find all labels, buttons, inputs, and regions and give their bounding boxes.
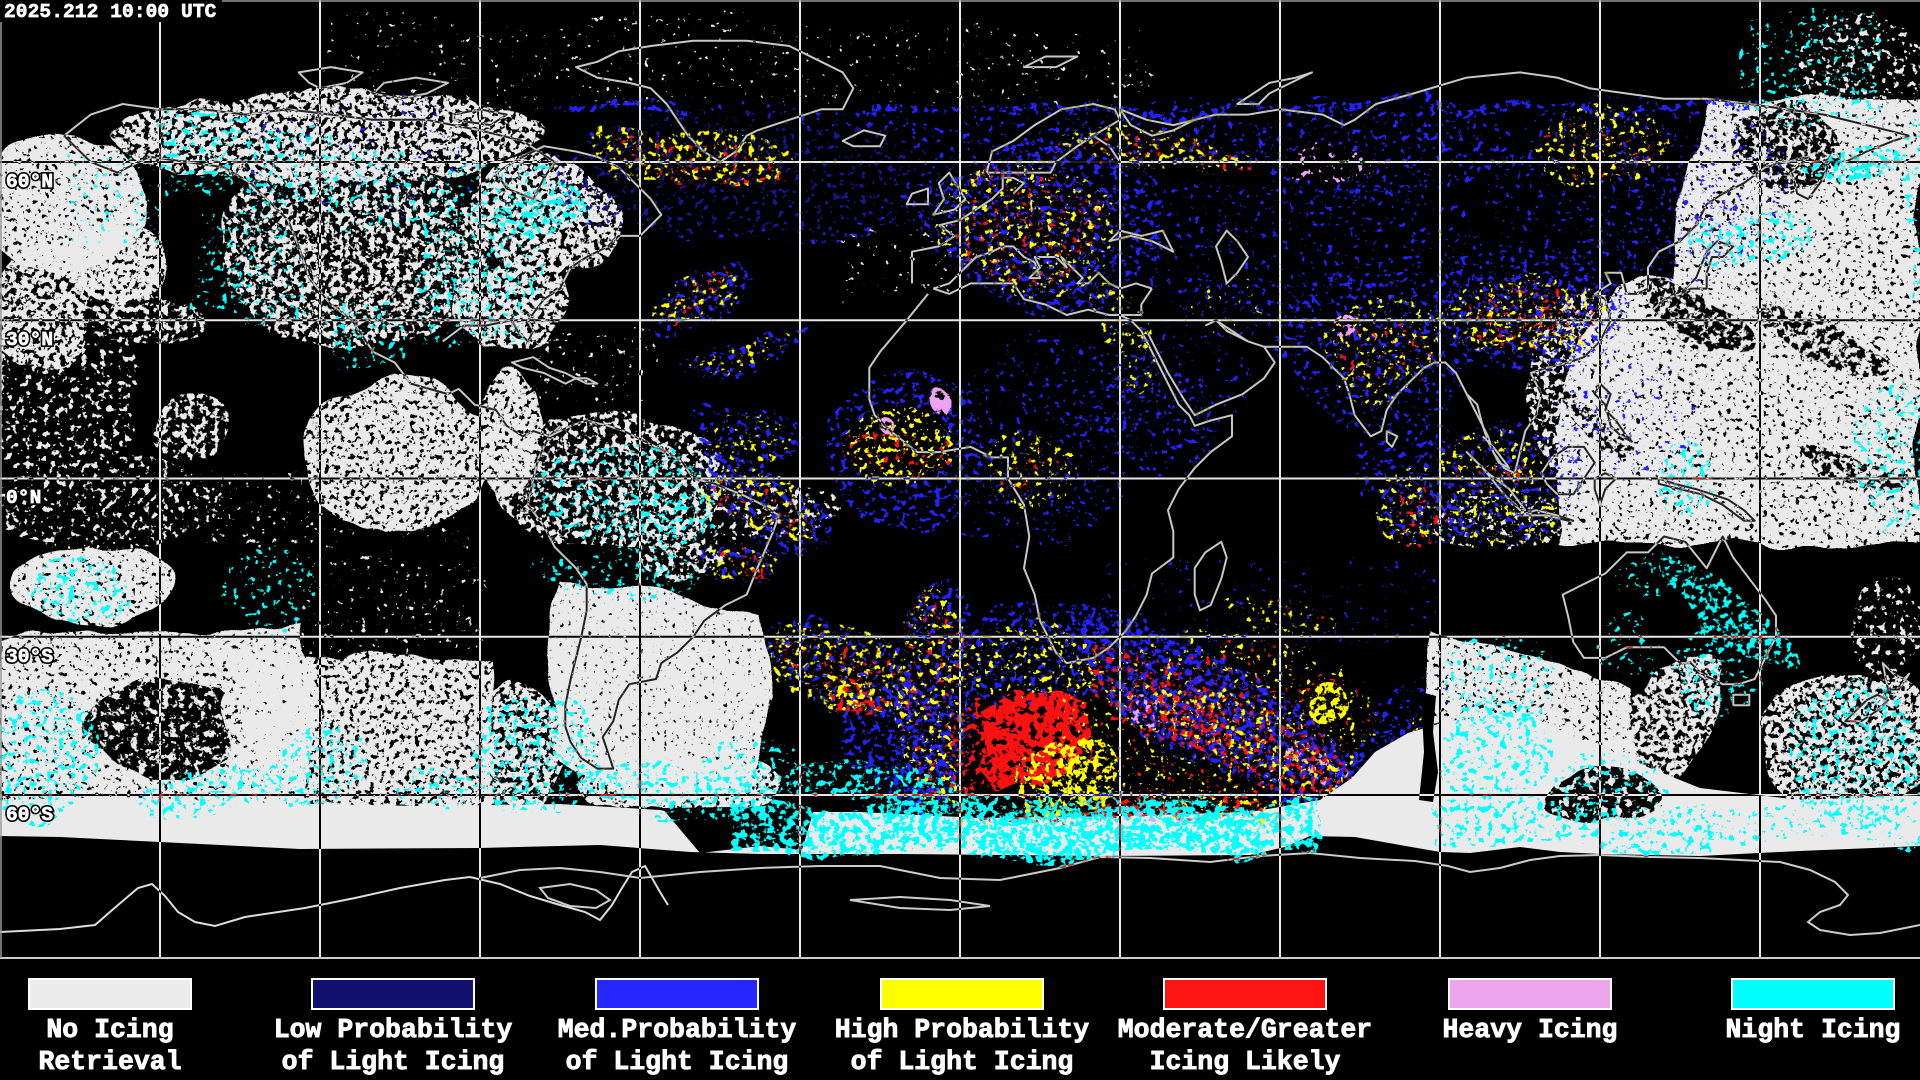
- svg-text:Retrieval: Retrieval: [38, 1047, 181, 1077]
- svg-text:30°N: 30°N: [6, 329, 53, 351]
- svg-text:60°N: 60°N: [6, 171, 53, 193]
- svg-text:Night Icing: Night Icing: [1726, 1015, 1901, 1045]
- svg-text:No Icing: No Icing: [46, 1015, 173, 1045]
- svg-text:of Light Icing: of Light Icing: [282, 1047, 505, 1077]
- svg-text:of Light Icing: of Light Icing: [566, 1047, 789, 1077]
- svg-text:Moderate/Greater: Moderate/Greater: [1118, 1015, 1372, 1045]
- svg-text:2025.212 10:00 UTC: 2025.212 10:00 UTC: [4, 1, 217, 23]
- svg-text:0°N: 0°N: [6, 487, 41, 509]
- svg-text:Heavy Icing: Heavy Icing: [1443, 1015, 1618, 1045]
- svg-text:of Light Icing: of Light Icing: [851, 1047, 1074, 1077]
- svg-text:Low Probability: Low Probability: [274, 1015, 513, 1045]
- svg-text:0°N: 0°N: [6, 487, 41, 509]
- svg-text:60°N: 60°N: [6, 171, 53, 193]
- svg-text:Icing Likely: Icing Likely: [1150, 1047, 1341, 1077]
- svg-text:Med.Probability: Med.Probability: [558, 1015, 797, 1045]
- svg-text:30°S: 30°S: [6, 646, 53, 668]
- svg-text:High Probability: High Probability: [835, 1015, 1090, 1045]
- svg-text:30°N: 30°N: [6, 329, 53, 351]
- svg-text:30°S: 30°S: [6, 646, 53, 668]
- svg-text:60°S: 60°S: [6, 804, 53, 826]
- svg-text:60°S: 60°S: [6, 804, 53, 826]
